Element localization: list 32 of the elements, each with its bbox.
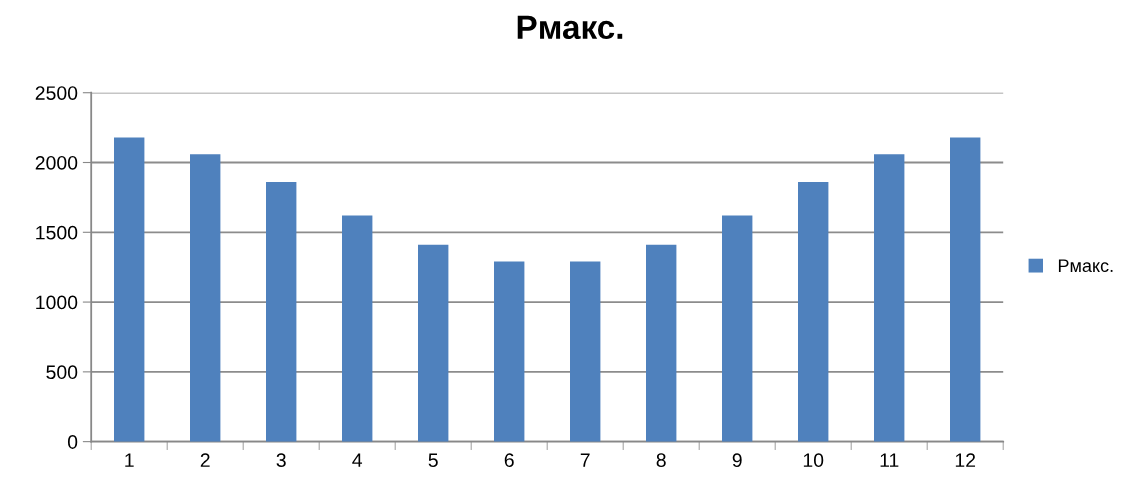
x-tick-label: 4 xyxy=(352,453,363,467)
x-tick-label: 3 xyxy=(276,453,286,468)
y-tick-label: 500 xyxy=(46,365,78,380)
y-tick-label: 1500 xyxy=(36,225,78,240)
bar xyxy=(722,215,753,442)
chart-title: Pмакс. xyxy=(517,15,623,40)
bar xyxy=(494,261,525,442)
bar xyxy=(798,182,829,442)
bar xyxy=(418,244,449,442)
bar xyxy=(874,154,905,442)
x-tick-label: 2 xyxy=(200,453,210,467)
y-tick-label: 2000 xyxy=(35,155,78,170)
x-tick-label: 10 xyxy=(803,453,824,468)
x-tick-label: 1 xyxy=(125,453,134,467)
x-tick-label: 9 xyxy=(732,453,742,468)
bar xyxy=(342,215,373,442)
bar xyxy=(570,261,601,442)
y-tick-label: 0 xyxy=(67,435,78,449)
x-tick-label: 7 xyxy=(580,453,590,467)
x-tick-label: 6 xyxy=(504,453,514,468)
bar xyxy=(646,244,677,442)
x-tick-label: 11 xyxy=(880,453,899,467)
legend-label: Pмакс. xyxy=(1058,259,1113,273)
y-tick-label: 1000 xyxy=(36,295,78,310)
bar xyxy=(114,137,145,442)
x-tick-label: 5 xyxy=(428,453,438,468)
bar xyxy=(950,137,981,442)
x-tick-label: 12 xyxy=(955,453,976,467)
bar xyxy=(190,154,221,442)
bar xyxy=(266,182,297,442)
x-tick-label: 8 xyxy=(656,453,666,468)
y-tick-label: 2500 xyxy=(35,86,78,100)
